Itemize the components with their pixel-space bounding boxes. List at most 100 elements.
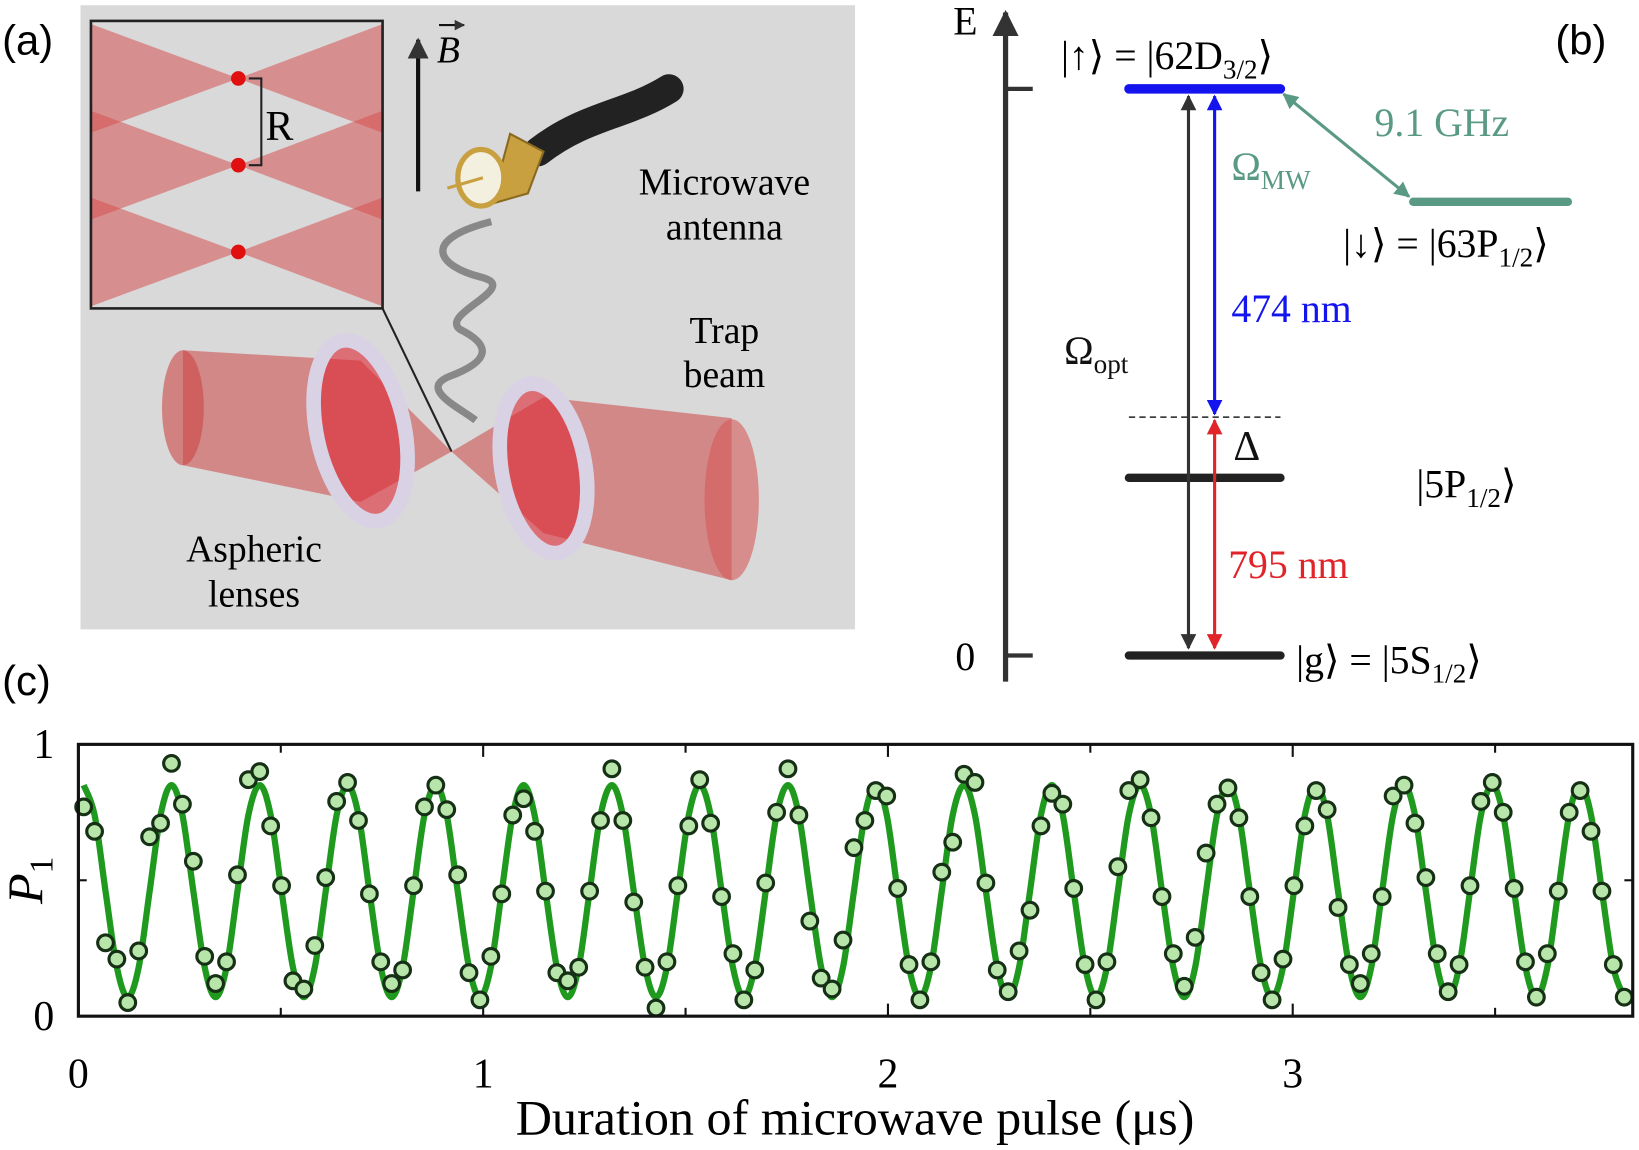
level-label: |g⟩ = |5S1/2⟩ [1296, 638, 1482, 688]
panel-b: E 0 |↑⟩ = |62D3/2⟩ |↓⟩ = |63P1/2⟩ |5P1/2… [953, 0, 1573, 689]
data-point [899, 955, 919, 974]
data-point [789, 805, 809, 825]
data-point [437, 800, 457, 820]
data-point [646, 998, 666, 1018]
data-point [1130, 770, 1150, 790]
x-tick-label: 0 [68, 1051, 89, 1097]
data-point [492, 884, 512, 904]
data-point [1460, 876, 1480, 896]
data-point [228, 865, 247, 885]
data-point [1020, 900, 1040, 920]
data-point [800, 911, 820, 931]
data-point [129, 941, 149, 961]
data-point [602, 759, 622, 779]
data-point [426, 775, 446, 795]
x-axis-label: Duration of microwave pulse (μs) [516, 1089, 1195, 1145]
data-point [459, 963, 479, 983]
data-point [393, 960, 413, 980]
beam-label: Trap beam [684, 310, 765, 396]
data-point [1152, 887, 1172, 906]
data-point [1119, 781, 1139, 800]
y-tick-label: 1 [33, 722, 54, 768]
data-point [657, 952, 677, 972]
data-point [734, 990, 754, 1010]
data-point [481, 946, 501, 966]
data-point [206, 974, 226, 993]
data-point [140, 827, 160, 847]
data-point [1196, 843, 1216, 863]
data-point [1262, 990, 1282, 1010]
data-point [338, 773, 357, 792]
data-point [1482, 773, 1502, 792]
data-point [1141, 808, 1161, 828]
data-point [855, 811, 875, 830]
antenna-pin [446, 176, 484, 190]
data-point [151, 813, 170, 833]
data-point [1614, 987, 1634, 1007]
detuning-label: Δ [1233, 424, 1260, 470]
atom [231, 71, 246, 86]
data-point [921, 952, 941, 972]
data-point [1548, 881, 1568, 901]
data-point [1174, 976, 1194, 996]
data-point [404, 876, 423, 896]
trap-beam [704, 419, 759, 581]
data-point [217, 952, 236, 972]
data-point [1207, 794, 1227, 814]
level-label: |5P1/2⟩ [1416, 463, 1516, 513]
data-point [1449, 955, 1469, 974]
data-point [569, 957, 589, 977]
data-point [844, 838, 864, 858]
data-point [360, 884, 379, 904]
data-point [327, 792, 347, 811]
zero-label: 0 [955, 635, 975, 679]
data-point [470, 990, 490, 1010]
data-point [1372, 887, 1392, 906]
transition-arrow [1282, 92, 1411, 198]
atom [231, 157, 246, 173]
antenna-label: Microwave antenna [639, 161, 810, 248]
y-axis-label: P1 [0, 857, 60, 905]
data-point [1592, 881, 1612, 901]
data-point [1086, 990, 1106, 1010]
data-point [756, 873, 776, 893]
data-point [349, 811, 368, 830]
data-point [173, 794, 192, 814]
data-point [1394, 775, 1414, 795]
field-label: B [437, 30, 460, 72]
data-point [250, 762, 270, 781]
data-point [877, 786, 897, 806]
data-point [1328, 898, 1348, 917]
data-point [1284, 876, 1304, 896]
data-point [183, 851, 203, 871]
data-point [701, 813, 721, 833]
data-point [910, 990, 930, 1010]
panel-label: (c) [2, 657, 51, 704]
data-point [1075, 955, 1095, 974]
data-point [1273, 949, 1293, 969]
data-point [1339, 955, 1359, 974]
antenna-cable [523, 74, 684, 167]
data-point [1516, 952, 1535, 972]
data-point [1405, 813, 1425, 833]
data-point [580, 881, 600, 901]
data-point [712, 887, 731, 906]
data-point [1361, 944, 1381, 964]
wavelength-label: 474 nm [1231, 287, 1351, 331]
data-point [1559, 802, 1579, 822]
data-point [833, 930, 853, 950]
data-point [96, 933, 115, 953]
data-point [1526, 987, 1546, 1007]
data-point [998, 982, 1018, 1002]
data-point [261, 816, 281, 836]
data-point [107, 949, 127, 969]
data-point [635, 957, 655, 977]
data-point [1240, 887, 1260, 906]
trap-beam [162, 350, 204, 466]
data-point [1504, 879, 1524, 898]
fit-line [80, 781, 1628, 1001]
data-point [85, 821, 104, 841]
data-point [1438, 982, 1458, 1002]
panel-a: R B Microwave antenna Trap beam Aspheric le… [80, 5, 856, 630]
